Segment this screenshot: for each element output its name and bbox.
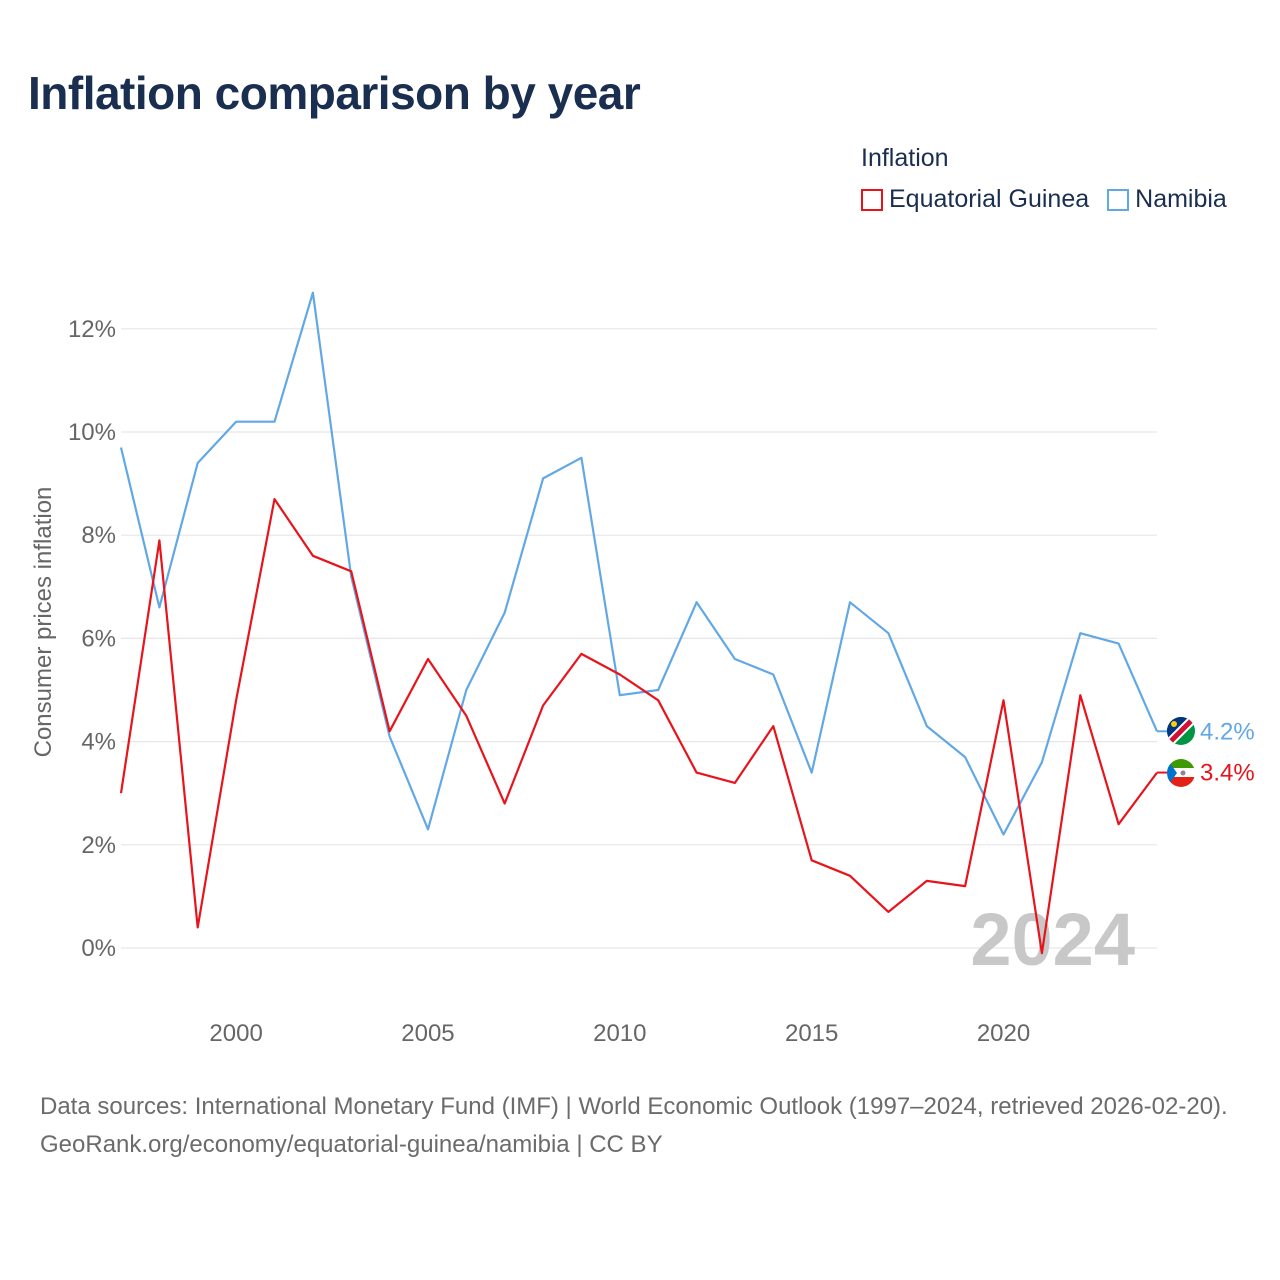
y-tick-label: 0% bbox=[81, 935, 116, 962]
attribution: GeoRank.org/economy/equatorial-guinea/na… bbox=[40, 1131, 663, 1158]
legend-label-namibia: Namibia bbox=[1135, 185, 1227, 213]
line-chart: 0% 2% 4% 6% 8% 10% 12% 2000 2005 2010 2015 2020 20… bbox=[30, 291, 1255, 1047]
x-tick-label: 2015 bbox=[785, 1020, 838, 1047]
y-tick-label: 8% bbox=[81, 522, 116, 549]
year-watermark: 2024 bbox=[970, 898, 1135, 981]
y-tick-label: 10% bbox=[68, 419, 116, 446]
legend-swatch-namibia bbox=[1107, 188, 1130, 211]
namibia-flag-icon bbox=[1167, 717, 1195, 745]
y-tick-label: 6% bbox=[81, 625, 116, 652]
y-tick-label: 2% bbox=[81, 832, 116, 859]
x-tick-label: 2020 bbox=[977, 1020, 1030, 1047]
y-axis: 0% 2% 4% 6% 8% 10% 12% bbox=[68, 316, 116, 962]
x-axis: 2000 2005 2010 2015 2020 bbox=[209, 1020, 1030, 1047]
y-tick-label: 4% bbox=[81, 729, 116, 756]
equatorial-guinea-flag-icon bbox=[1167, 759, 1195, 787]
legend-swatch-equatorial-guinea bbox=[861, 188, 883, 211]
legend-title: Inflation bbox=[861, 144, 949, 172]
data-sources: Data sources: International Monetary Fun… bbox=[40, 1093, 1228, 1120]
series-line-equatorial-guinea[interactable] bbox=[119, 498, 1158, 955]
footer: Data sources: International Monetary Fun… bbox=[40, 1088, 1250, 1164]
y-tick-label: 12% bbox=[68, 316, 116, 343]
x-tick-label: 2005 bbox=[401, 1020, 454, 1047]
series-lines: 4.2% 3.4% bbox=[119, 291, 1255, 955]
series-line-namibia[interactable] bbox=[119, 291, 1159, 836]
legend-item-equatorial-guinea[interactable]: Equatorial Guinea bbox=[861, 185, 1089, 214]
x-tick-label: 2010 bbox=[593, 1020, 646, 1047]
y-axis-label: Consumer prices inflation bbox=[30, 487, 57, 758]
legend-item-namibia[interactable]: Namibia bbox=[1107, 185, 1227, 214]
legend-label-equatorial-guinea: Equatorial Guinea bbox=[889, 185, 1090, 213]
grid-lines bbox=[121, 328, 1157, 949]
end-label-equatorial-guinea: 3.4% bbox=[1200, 760, 1255, 787]
chart-title: Inflation comparison by year bbox=[28, 67, 641, 119]
x-tick-label: 2000 bbox=[209, 1020, 262, 1047]
legend: Inflation Equatorial Guinea Namibia bbox=[861, 144, 1227, 214]
end-label-namibia: 4.2% bbox=[1200, 718, 1255, 745]
